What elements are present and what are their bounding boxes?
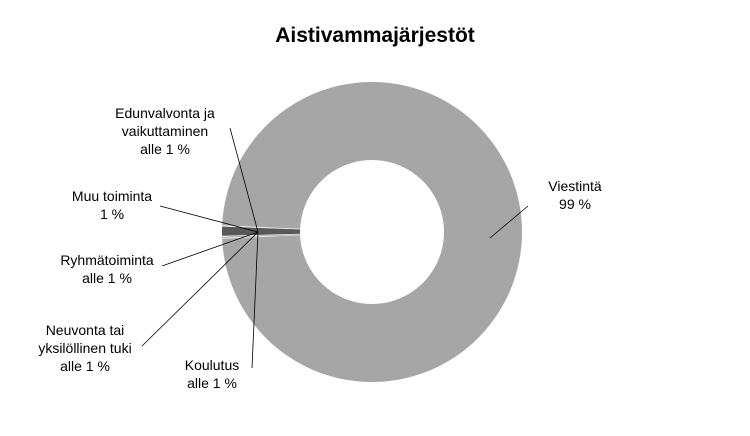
leader-line	[251, 231, 259, 369]
slice-label: Neuvonta tai yksilöllinen tuki alle 1 %	[23, 321, 148, 375]
category-label: Viestintä	[548, 178, 602, 194]
value-label: 1 %	[99, 206, 125, 222]
value-label: alle 1 %	[82, 270, 132, 286]
leader-line	[161, 231, 259, 267]
slice-label: Muu toiminta 1 %	[52, 187, 172, 223]
donut-slice	[222, 234, 301, 238]
category-label: Muu toiminta	[71, 188, 153, 204]
leader-lines	[141, 127, 529, 369]
donut-slice	[221, 225, 301, 230]
value-label: alle 1 %	[187, 375, 237, 391]
category-label: Edunvalvonta ja vaikuttaminen	[115, 105, 215, 139]
slice-label: Ryhmätoiminta alle 1 %	[47, 251, 167, 287]
leader-line	[229, 127, 259, 233]
value-label: alle 1 %	[140, 141, 190, 157]
value-label: alle 1 %	[60, 358, 110, 374]
value-label: 99 %	[559, 196, 591, 212]
donut-slice	[221, 226, 301, 236]
leader-line	[141, 231, 259, 347]
category-label: Neuvonta tai yksilöllinen tuki	[38, 322, 132, 356]
slice-label: Koulutus alle 1 %	[167, 356, 257, 392]
donut-slice	[221, 233, 301, 237]
category-label: Ryhmätoiminta	[60, 252, 154, 268]
leader-line	[159, 205, 259, 233]
donut-slice	[222, 81, 523, 382]
slice-label: Viestintä 99 %	[535, 177, 615, 213]
slice-label: Edunvalvonta ja vaikuttaminen alle 1 %	[100, 104, 230, 158]
category-label: Koulutus	[184, 357, 240, 373]
chart-title: Aistivammajärjestöt	[275, 24, 475, 47]
leader-line	[489, 205, 529, 239]
